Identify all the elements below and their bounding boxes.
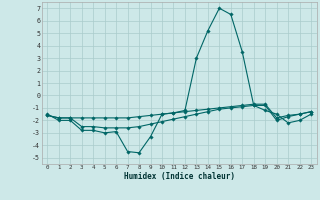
X-axis label: Humidex (Indice chaleur): Humidex (Indice chaleur) — [124, 172, 235, 181]
